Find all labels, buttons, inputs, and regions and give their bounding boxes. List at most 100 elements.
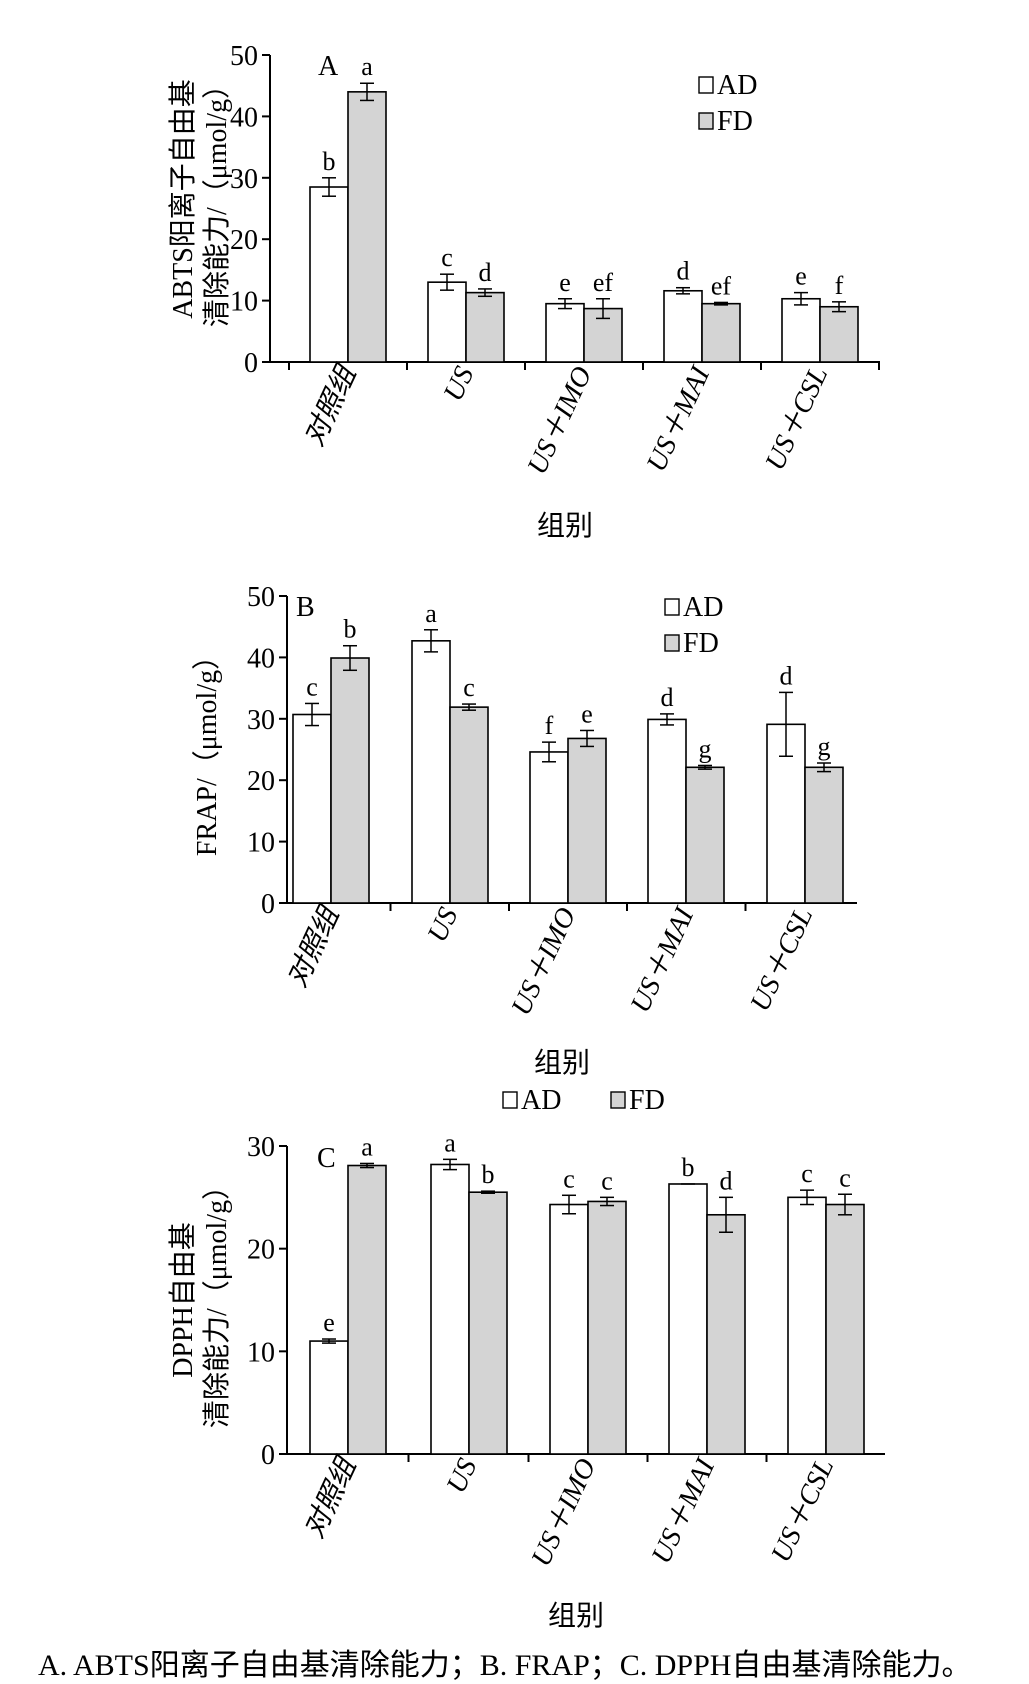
panel-b-significance-letter: g: [699, 734, 712, 763]
panel-c-y-tick-label: 0: [261, 1440, 275, 1471]
panel-b-significance-letter: a: [425, 599, 437, 628]
panel-b-significance-letter: d: [661, 683, 674, 712]
panel-a-y-tick-label: 0: [244, 348, 258, 379]
panel-c-y-tick-label: 30: [247, 1132, 275, 1163]
panel-a-y-axis-title: 清除能力/（μmol/g）: [201, 71, 233, 327]
panel-c-bar-fd: [706, 1213, 746, 1455]
panel-b-legend-label-ad: AD: [683, 592, 723, 623]
panel-a-significance-letter: b: [323, 147, 336, 176]
figure-caption: A. ABTS阳离子自由基清除能力；B. FRAP；C. DPPH自由基清除能力…: [38, 1649, 972, 1682]
panel-a-bar-ad: [545, 302, 585, 363]
panel-c-significance-letter: b: [482, 1160, 495, 1189]
panel-a-significance-letter: e: [559, 268, 571, 297]
panel-c-category-label: US: [441, 1454, 484, 1498]
panel-c-bar-fd: [347, 1164, 387, 1455]
panel-a-bar-fd: [347, 91, 387, 363]
panel-b-y-tick-label: 10: [247, 828, 275, 859]
panel-b-legend-label-fd: FD: [683, 628, 719, 659]
panel-b-significance-letter: g: [818, 732, 831, 761]
panel-c-legend-swatch-fd: [610, 1091, 626, 1109]
panel-b-significance-letter: f: [545, 711, 554, 740]
panel-b-category-label: US＋IMO: [506, 903, 583, 1020]
panel-a-category-label: US: [438, 362, 481, 406]
panel-c-bar-ad: [549, 1203, 589, 1455]
panel-a-significance-letter: c: [441, 243, 453, 272]
panel-c-significance-letter: c: [801, 1159, 813, 1188]
panel-a-legend-label-ad: AD: [717, 70, 757, 101]
panel-a-y-tick-label: 30: [230, 164, 258, 195]
panel-b-y-tick-label: 20: [247, 766, 275, 797]
panel-c-bar-fd: [825, 1203, 865, 1455]
panel-c-significance-letter: c: [563, 1164, 575, 1193]
panel-c-category-label: US＋IMO: [526, 1454, 603, 1571]
panel-a-y-tick-label: 20: [230, 225, 258, 256]
panel-b-y-tick-label: 0: [261, 889, 275, 920]
panel-c-significance-letter: d: [720, 1166, 733, 1195]
panel-c-category-label: US＋MAI: [646, 1452, 722, 1568]
panel-b-bar-fd: [330, 657, 370, 904]
panel-a-category-label: US＋IMO: [522, 362, 599, 479]
panel-b-panel-letter: B: [296, 592, 315, 623]
panel-a-bar-fd: [701, 302, 741, 363]
panel-a-category-label: US＋CSL: [760, 362, 835, 475]
panel-a-panel-letter: A: [318, 51, 339, 82]
panel-a-category-label: US＋MAI: [641, 360, 717, 476]
panel-c-significance-letter: c: [601, 1166, 613, 1195]
panel-c-y-tick-label: 10: [247, 1337, 275, 1368]
panel-c-bar-ad: [309, 1340, 349, 1455]
panel-c-bar-ad: [430, 1163, 470, 1455]
panel-b-category-label: 对照组: [282, 901, 346, 992]
panel-c-legend-label-ad: AD: [521, 1085, 561, 1116]
panel-c-panel-letter: C: [317, 1143, 336, 1174]
panel-c-significance-letter: a: [361, 1132, 373, 1161]
panel-c-significance-letter: e: [323, 1308, 335, 1337]
panel-b-y-axis-title: FRAP/（μmol/g）: [191, 642, 223, 856]
panel-a-legend-swatch-ad: [698, 76, 714, 94]
panel-c-bar-fd: [587, 1200, 627, 1455]
panel-a-significance-letter: f: [835, 271, 844, 300]
panel-c-bar-ad: [668, 1183, 708, 1455]
panel-a-significance-letter: d: [479, 258, 492, 287]
panel-a-y-tick-label: 40: [230, 102, 258, 133]
panel-b-bar-ad: [411, 640, 451, 904]
panel-a-y-tick-label: 10: [230, 287, 258, 318]
panel-a-bar-ad: [781, 297, 821, 363]
panel-a-bar-fd: [819, 305, 859, 363]
panel-a-bar-fd: [465, 291, 505, 363]
panel-a-significance-letter: e: [795, 262, 807, 291]
panel-c-legend-label-fd: FD: [629, 1085, 665, 1116]
panel-b-category-label: US: [422, 903, 465, 947]
panel-b-y-tick-label: 30: [247, 705, 275, 736]
panel-a-significance-letter: d: [677, 257, 690, 286]
panel-a-legend-label-fd: FD: [717, 106, 753, 137]
panel-b-x-axis-title: 组别: [534, 1047, 590, 1079]
panel-a-significance-letter: a: [361, 52, 373, 81]
panel-b-significance-letter: d: [780, 661, 793, 690]
panel-c-y-tick-label: 20: [247, 1235, 275, 1266]
panel-c-significance-letter: a: [444, 1128, 456, 1157]
panel-b-bar-ad: [292, 713, 332, 904]
panel-b-legend-swatch-ad: [664, 598, 680, 616]
panel-c-category-label: 对照组: [299, 1452, 363, 1543]
panel-b-bar-ad: [766, 723, 806, 904]
panel-a-category-label: 对照组: [299, 360, 363, 451]
panel-b-category-label: US＋MAI: [625, 901, 701, 1017]
panel-c-x-axis-title: 组别: [548, 1600, 604, 1632]
panel-b-category-label: US＋CSL: [745, 903, 820, 1016]
panel-a-bar-ad: [427, 281, 467, 363]
panel-a-bar-ad: [309, 186, 349, 363]
panel-a-x-axis-title: 组别: [537, 510, 593, 542]
panel-a-y-tick-label: 50: [230, 41, 258, 72]
panel-b-significance-letter: c: [463, 673, 475, 702]
panel-a-bar-ad: [663, 289, 703, 363]
panel-b-y-tick-label: 40: [247, 643, 275, 674]
panel-c-category-label: US＋CSL: [766, 1454, 841, 1567]
panel-c-legend-swatch-ad: [502, 1091, 518, 1109]
panel-b-bar-ad: [647, 718, 687, 904]
panel-b-bar-fd: [804, 766, 844, 904]
panel-b-legend-swatch-fd: [664, 634, 680, 652]
panel-a-legend-swatch-fd: [698, 112, 714, 130]
panel-c-bar-ad: [787, 1196, 827, 1455]
panel-b-bar-ad: [529, 751, 569, 904]
